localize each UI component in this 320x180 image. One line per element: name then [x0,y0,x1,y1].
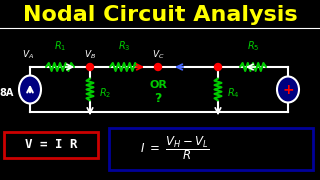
Text: V = I R: V = I R [25,138,77,152]
Text: $I\ =\ \dfrac{V_H - V_L}{R}$: $I\ =\ \dfrac{V_H - V_L}{R}$ [140,134,210,162]
Ellipse shape [277,76,299,102]
Text: 8A: 8A [0,89,14,98]
Circle shape [155,64,162,71]
Text: $R_5$: $R_5$ [247,39,259,53]
Text: $V_C$: $V_C$ [152,48,164,61]
Text: $R_4$: $R_4$ [227,87,240,100]
Text: OR: OR [149,80,167,89]
Ellipse shape [19,75,41,104]
FancyBboxPatch shape [4,132,98,158]
FancyBboxPatch shape [109,128,313,170]
Text: $V_A$: $V_A$ [22,48,34,61]
Text: $R_1$: $R_1$ [54,39,66,53]
Text: ?: ? [154,92,162,105]
Text: +: + [282,82,294,96]
Circle shape [214,64,221,71]
Text: $V_B$: $V_B$ [84,48,96,61]
Circle shape [86,64,93,71]
Text: Nodal Circuit Analysis: Nodal Circuit Analysis [23,5,297,25]
Text: $R_3$: $R_3$ [118,39,130,53]
Text: $R_2$: $R_2$ [99,87,111,100]
